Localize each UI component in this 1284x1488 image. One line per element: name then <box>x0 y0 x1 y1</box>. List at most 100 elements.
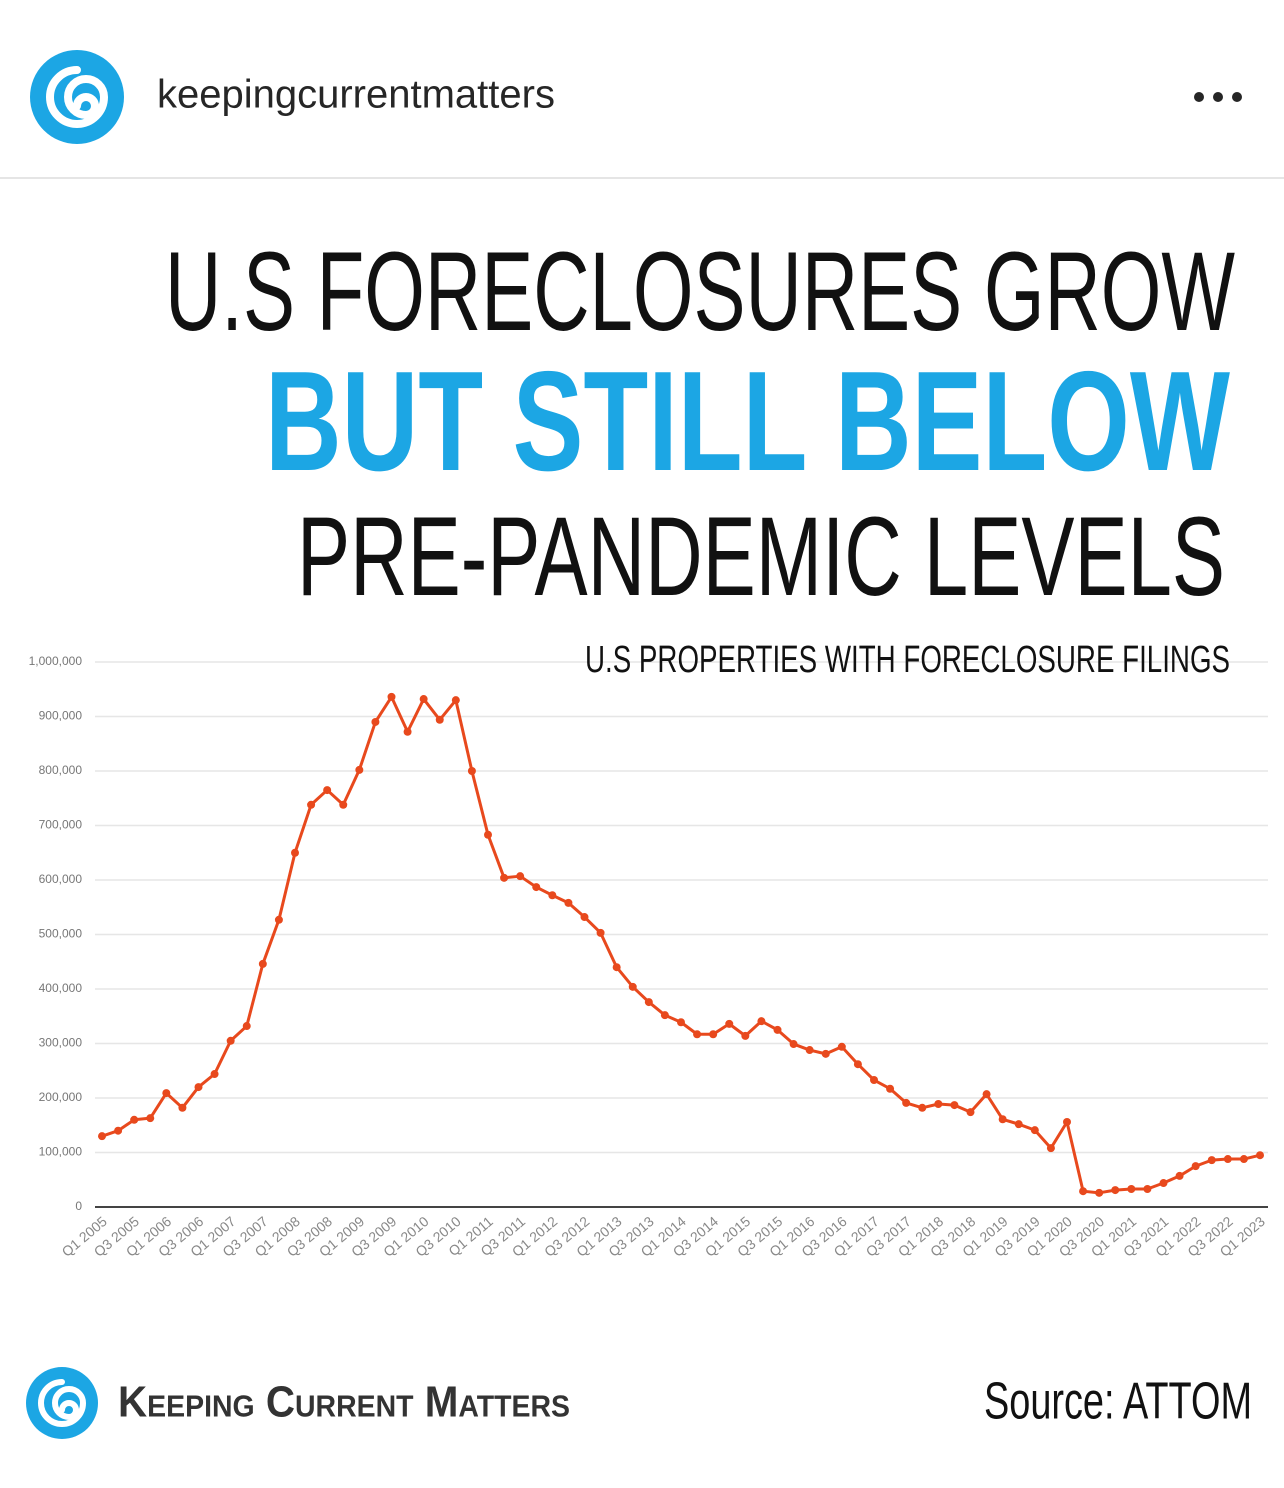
point <box>387 692 396 701</box>
more-menu[interactable] <box>1194 92 1242 102</box>
point <box>1223 1155 1232 1164</box>
point <box>500 873 509 882</box>
point <box>709 1030 718 1039</box>
point <box>355 765 364 774</box>
point <box>532 883 541 892</box>
dot <box>1232 92 1242 102</box>
point <box>1175 1171 1184 1180</box>
dot <box>1194 92 1204 102</box>
point <box>580 913 589 922</box>
y-tick-label: 600,000 <box>39 872 83 886</box>
point <box>918 1103 927 1112</box>
point <box>403 727 412 736</box>
point <box>982 1090 991 1099</box>
brand-logo <box>26 1367 98 1439</box>
point <box>451 696 460 705</box>
y-tick-label: 200,000 <box>39 1090 83 1104</box>
point <box>741 1031 750 1040</box>
point <box>1030 1126 1039 1135</box>
point <box>435 715 444 724</box>
y-tick-label: 900,000 <box>39 709 83 723</box>
point <box>114 1126 123 1135</box>
point <box>853 1060 862 1069</box>
point <box>902 1098 911 1107</box>
point <box>1079 1187 1088 1196</box>
point <box>612 963 621 972</box>
point <box>1239 1155 1248 1164</box>
y-tick-label: 700,000 <box>39 818 83 832</box>
point <box>660 1011 669 1020</box>
point <box>1207 1156 1216 1165</box>
y-tick-label: 1,000,000 <box>29 654 83 668</box>
point <box>516 872 525 881</box>
avatar[interactable] <box>30 50 124 144</box>
point <box>837 1042 846 1051</box>
username[interactable]: keepingcurrentmatters <box>157 73 555 117</box>
point <box>98 1132 106 1141</box>
point <box>1111 1186 1120 1195</box>
point <box>1095 1188 1104 1197</box>
point <box>644 998 653 1007</box>
y-tick-label: 100,000 <box>39 1145 83 1159</box>
point <box>950 1101 959 1110</box>
point <box>146 1114 155 1123</box>
point <box>210 1070 219 1079</box>
point <box>677 1018 685 1027</box>
source: Source: ATTOM <box>984 1373 1252 1431</box>
point <box>693 1030 702 1039</box>
point <box>1143 1185 1152 1194</box>
y-tick-label: 300,000 <box>39 1036 83 1050</box>
point <box>242 1022 251 1031</box>
point <box>484 830 492 839</box>
point <box>1014 1120 1023 1129</box>
y-tick-label: 0 <box>75 1199 82 1213</box>
point <box>757 1017 766 1026</box>
point <box>564 898 573 907</box>
point <box>1256 1151 1264 1160</box>
point <box>886 1084 895 1093</box>
point <box>1046 1144 1055 1153</box>
title-line: BUT STILL BELOW <box>265 342 1230 501</box>
point <box>870 1076 878 1085</box>
point <box>130 1115 139 1124</box>
point <box>1191 1162 1200 1171</box>
point <box>998 1115 1007 1124</box>
dot <box>1213 92 1223 102</box>
y-tick-label: 800,000 <box>39 763 83 777</box>
y-tick-label: 500,000 <box>39 927 83 941</box>
logo-swirl <box>38 1379 87 1427</box>
point <box>291 848 299 857</box>
point <box>966 1108 975 1117</box>
point <box>467 767 476 775</box>
point <box>371 717 380 726</box>
point <box>178 1103 187 1112</box>
point <box>1063 1117 1071 1126</box>
title-line: PRE-PANDEMIC LEVELS <box>297 494 1225 619</box>
point <box>258 959 267 968</box>
point <box>805 1046 814 1055</box>
point <box>789 1040 798 1049</box>
avatar-swirl <box>46 66 109 128</box>
chart-subtitle: U.S PROPERTIES WITH FORECLOSURE FILINGS <box>585 639 1230 681</box>
brand-name: Keeping Current Matters <box>118 1378 570 1427</box>
point <box>934 1099 943 1108</box>
point <box>339 800 348 809</box>
point <box>548 891 557 900</box>
point <box>725 1019 734 1028</box>
point <box>274 915 283 924</box>
y-tick-label: 400,000 <box>39 981 83 995</box>
point <box>1127 1185 1136 1194</box>
point <box>1159 1179 1168 1188</box>
point <box>628 982 637 991</box>
point <box>226 1036 235 1045</box>
point <box>773 1025 782 1034</box>
point <box>596 928 605 937</box>
point <box>194 1083 203 1092</box>
point <box>307 800 316 809</box>
point <box>419 695 428 704</box>
point <box>821 1049 830 1058</box>
title-line: U.S FORECLOSURES GROW <box>165 229 1235 354</box>
point <box>323 786 332 795</box>
